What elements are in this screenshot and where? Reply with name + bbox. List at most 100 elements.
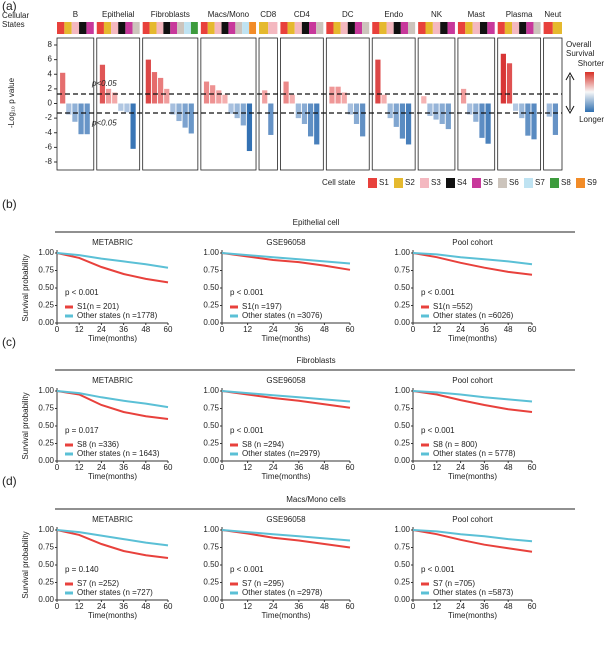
- y-tick-label: 0.50: [394, 421, 410, 430]
- state-strip: [214, 22, 222, 34]
- bar: [99, 64, 106, 104]
- bar: [234, 103, 240, 119]
- y-tick-label: 0.00: [203, 456, 219, 465]
- bar: [513, 103, 519, 111]
- y-tick-label: 0.25: [38, 578, 54, 587]
- x-tick-label: 0: [220, 463, 225, 472]
- bar: [246, 103, 253, 152]
- plot-title: Pool cohort: [452, 376, 493, 385]
- x-tick-label: 12: [432, 463, 441, 472]
- x-tick-label: 12: [432, 602, 441, 611]
- y-tick-label: 0.50: [394, 283, 410, 292]
- y-tick-label: 0.00: [394, 595, 410, 604]
- y-tick-label: 1.00: [394, 386, 410, 395]
- state-strip: [163, 22, 171, 34]
- y-tick-label: 0.75: [394, 266, 410, 275]
- y-tick-label: 0.75: [38, 404, 54, 413]
- state-strip: [190, 22, 198, 34]
- legend-swatch: [394, 178, 403, 188]
- survival-curve: [56, 252, 169, 269]
- color-high: Shorter: [578, 59, 605, 68]
- state-strip: [249, 22, 257, 34]
- state-strip: [440, 22, 448, 34]
- x-axis-label: Time(months): [261, 611, 310, 620]
- x-tick-label: 48: [320, 463, 329, 472]
- x-axis-label: Time(months): [448, 334, 497, 343]
- bar: [84, 103, 90, 135]
- state-strip: [132, 22, 140, 34]
- y-tick-label: 0.25: [38, 301, 54, 310]
- y-tick-label: 1.00: [203, 386, 219, 395]
- state-strip: [118, 22, 126, 34]
- state-strip: [235, 22, 243, 34]
- legend-label: S7: [535, 178, 545, 187]
- x-axis-label: Time(months): [261, 334, 310, 343]
- y-tick-label: 1.00: [394, 248, 410, 257]
- legend-swatch: [498, 178, 507, 188]
- legend-title: Cell state: [322, 178, 356, 187]
- state-strip: [287, 22, 295, 34]
- bar: [112, 92, 118, 104]
- legend-label: Other states (n =727): [77, 588, 153, 597]
- state-strip: [177, 22, 185, 34]
- bar: [176, 103, 182, 122]
- state-strip: [333, 22, 341, 34]
- legend-label: Other states (n = 5778): [433, 449, 516, 458]
- y-axis-label: Survival probability: [21, 254, 30, 321]
- x-axis-label: Time(months): [448, 472, 497, 481]
- state-strip: [512, 22, 520, 34]
- legend-label: S8 (n = 800): [433, 440, 478, 449]
- x-axis-label: Time(months): [88, 334, 137, 343]
- group-box: [142, 37, 199, 171]
- p-value: p < 0.001: [230, 565, 264, 574]
- state-strip: [221, 22, 229, 34]
- state-strip: [400, 22, 408, 34]
- state-strip: [280, 22, 288, 34]
- y-tick-label: 6: [48, 55, 53, 64]
- bar: [289, 94, 295, 104]
- state-strip: [228, 22, 236, 34]
- group-box: [457, 37, 496, 171]
- bar: [485, 103, 491, 144]
- x-tick-label: 60: [528, 325, 537, 334]
- bar: [387, 103, 393, 119]
- state-strip: [347, 22, 355, 34]
- x-axis-label: Time(months): [448, 611, 497, 620]
- x-tick-label: 48: [141, 602, 150, 611]
- y-tick-label: 0.50: [38, 421, 54, 430]
- bar: [500, 53, 506, 104]
- x-tick-label: 24: [456, 602, 465, 611]
- p-value: p < 0.001: [421, 426, 455, 435]
- x-tick-label: 48: [141, 463, 150, 472]
- bar: [151, 72, 158, 104]
- state-strip: [294, 22, 302, 34]
- bar: [262, 90, 268, 104]
- x-tick-label: 60: [164, 463, 173, 472]
- bar: [445, 103, 451, 130]
- y-tick-label: 1.00: [38, 386, 54, 395]
- survival-curve: [56, 390, 169, 409]
- x-tick-label: 24: [269, 463, 278, 472]
- state-strip: [362, 22, 370, 34]
- x-tick-label: 48: [320, 325, 329, 334]
- bar: [170, 103, 176, 115]
- y-tick-label: 0.75: [38, 543, 54, 552]
- survival-curve: [56, 529, 169, 559]
- y-tick-label: 0.50: [203, 560, 219, 569]
- survival-curve: [412, 390, 533, 413]
- x-tick-label: 0: [220, 602, 225, 611]
- bar: [360, 103, 366, 137]
- x-tick-label: 36: [480, 463, 489, 472]
- bar: [460, 88, 467, 104]
- survival-curve: [412, 252, 533, 266]
- x-tick-label: 24: [97, 463, 106, 472]
- bar: [130, 103, 136, 149]
- plot-title: Pool cohort: [452, 515, 493, 524]
- survival-curve: [412, 252, 533, 276]
- y-tick-label: 0.50: [203, 283, 219, 292]
- state-strip: [170, 22, 178, 34]
- bar: [203, 81, 210, 104]
- state-strip: [407, 22, 416, 34]
- state-strip: [326, 22, 334, 34]
